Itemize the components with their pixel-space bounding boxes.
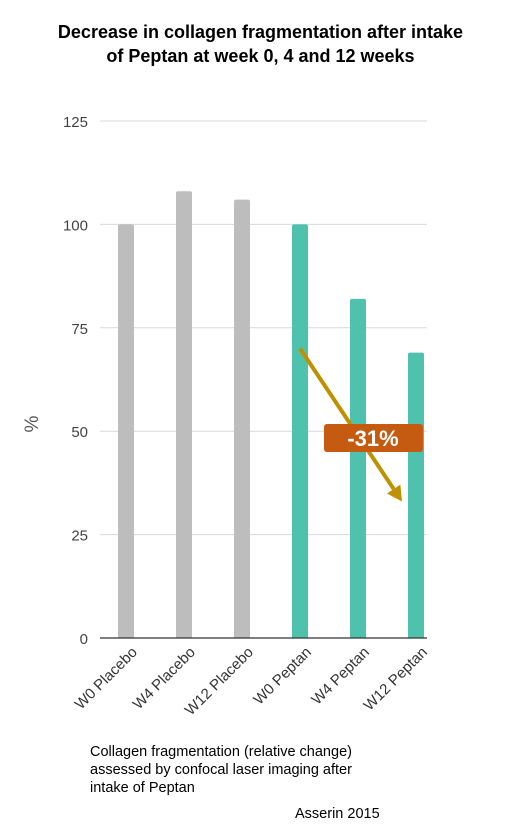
x-tick-label-w0-peptan: W0 Peptan (250, 644, 315, 709)
bar-w4-peptan (350, 298, 366, 638)
y-tick-label-50: 50 (71, 424, 88, 441)
bar-w0-peptan (292, 224, 308, 638)
y-tick-label-25: 25 (71, 528, 88, 545)
source-citation: Asserin 2015 (295, 806, 380, 822)
chart-title-line-1: Decrease in collagen fragmentation after… (57, 22, 464, 42)
caption-line-3: intake of Peptan (90, 780, 195, 796)
bar-w12-peptan (408, 352, 424, 638)
y-tick-label-0: 0 (80, 631, 88, 648)
caption-line-2: assessed by confocal laser imaging after (90, 762, 352, 778)
reduction-badge-label: -31% (347, 426, 398, 451)
chart-title-line-2: of Peptan at week 0, 4 and 12 weeks (106, 46, 415, 66)
trend-arrow-head (387, 484, 402, 502)
y-tick-label-100: 100 (63, 217, 88, 234)
reduction-badge (324, 424, 423, 452)
caption-line-1: Collagen fragmentation (relative change) (90, 744, 352, 760)
chart-title: Decrease in collagen fragmentation after… (10, 20, 511, 68)
chart-caption: Collagen fragmentation (relative change)… (90, 743, 410, 797)
y-axis-label: % (22, 415, 43, 432)
y-tick-label-75: 75 (71, 321, 88, 338)
bar-w12-placebo (234, 199, 250, 639)
trend-arrow-shaft (298, 347, 396, 491)
y-tick-label-125: 125 (63, 114, 88, 131)
bar-w0-placebo (118, 224, 134, 638)
bar-w4-placebo (176, 191, 192, 638)
